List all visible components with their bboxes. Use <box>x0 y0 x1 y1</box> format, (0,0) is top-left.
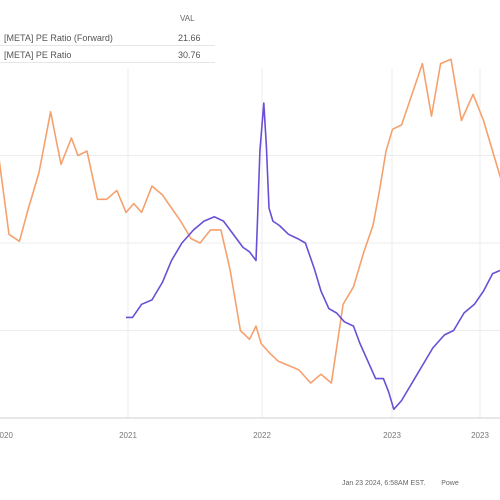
chart-grid <box>0 68 500 419</box>
x-tick-label: 2023 <box>383 431 401 440</box>
legend-item-pe-forward[interactable]: [META] PE Ratio (Forward) 21.66 <box>4 31 209 45</box>
legend-item-pe-ratio[interactable]: [META] PE Ratio 30.76 <box>4 48 209 62</box>
x-tick-label: 2021 <box>119 431 137 440</box>
footer-timestamp: Jan 23 2024, 6:58AM EST. <box>342 480 426 487</box>
x-tick-label: 2023 <box>471 431 489 440</box>
footer-powered-by: Powe <box>441 480 459 487</box>
x-tick-label: 2022 <box>253 431 271 440</box>
legend-item-value: 30.76 <box>178 50 201 60</box>
legend-item-label: [META] PE Ratio <box>4 50 72 60</box>
chart-footer: Jan 23 2024, 6:58AM EST. Powe <box>342 480 473 487</box>
series-line-pe-forward <box>126 102 500 411</box>
chart-series <box>0 58 500 411</box>
series-line-pe-ratio <box>0 58 500 384</box>
legend-item-value: 21.66 <box>178 33 201 43</box>
legend-value-header: VAL <box>180 14 195 23</box>
legend-divider <box>0 62 215 63</box>
legend-divider <box>0 45 215 46</box>
legend-item-label: [META] PE Ratio (Forward) <box>4 33 113 43</box>
